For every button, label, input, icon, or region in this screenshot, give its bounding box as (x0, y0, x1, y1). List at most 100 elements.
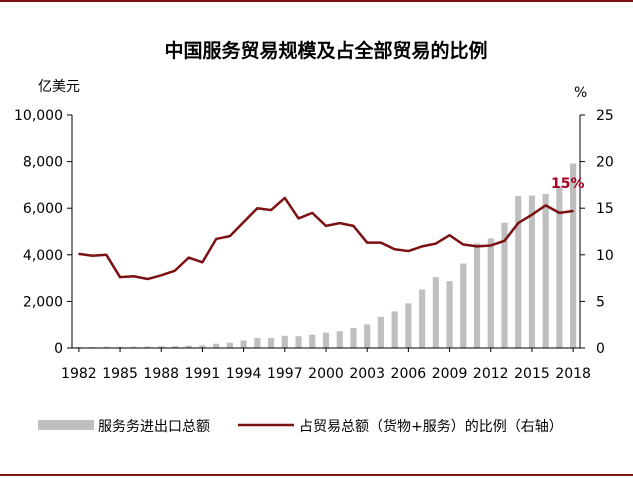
x-axis-tick-label: 1991 (185, 366, 221, 382)
bar-2011 (473, 243, 481, 348)
ratio-point-1986 (132, 275, 135, 278)
ratio-point-2006 (407, 250, 410, 252)
bar-2015 (528, 195, 536, 348)
x-axis-tick-label: 1997 (267, 366, 303, 382)
ratio-point-2003 (366, 241, 368, 244)
ratio-point-2001 (338, 222, 341, 224)
ratio-point-2013 (503, 240, 506, 242)
line-series (78, 196, 574, 281)
bar-1986 (130, 346, 137, 348)
ratio-point-1992 (215, 238, 217, 240)
bar-1996 (267, 337, 275, 348)
bar-2004 (377, 316, 385, 348)
ratio-point-2011 (476, 245, 478, 248)
ratio-point-2016 (544, 204, 547, 207)
x-axis-tick-label: 1985 (102, 366, 138, 382)
ratio-point-2012 (489, 244, 492, 247)
x-axis-tick-label: 2003 (349, 366, 385, 382)
ratio-point-1997 (284, 197, 286, 199)
bar-2002 (350, 328, 357, 348)
bar-1991 (199, 345, 206, 348)
right-axis-tick-label: 10 (596, 248, 614, 264)
bar-2010 (460, 263, 467, 348)
ratio-point-1983 (91, 254, 94, 257)
ratio-point-1996 (270, 209, 272, 211)
x-axis-tick-label: 1988 (143, 366, 179, 382)
bar-2014 (515, 196, 522, 348)
bar-1982 (75, 346, 82, 348)
bar-1997 (281, 335, 288, 348)
chart-title: 中国服务贸易规模及占全部贸易的比例 (164, 39, 487, 62)
x-axis-tick-label: 2006 (391, 366, 427, 382)
right-axis-tick-label: 20 (596, 155, 614, 171)
right-axis-tick-label: 5 (596, 294, 605, 310)
bar-series (75, 163, 577, 348)
ratio-point-2018 (572, 210, 574, 212)
bar-2017 (556, 185, 563, 348)
bar-1995 (254, 337, 261, 348)
ratio-point-1994 (242, 221, 245, 223)
x-axis-tick-label: 2000 (308, 366, 344, 382)
bar-1987 (144, 346, 151, 348)
bar-2005 (391, 311, 398, 348)
bar-2018 (570, 163, 577, 348)
ratio-point-1987 (146, 278, 149, 280)
ratio-point-1998 (297, 217, 300, 220)
ratio-line (78, 196, 574, 281)
ratio-annotation: 15% (551, 176, 585, 192)
legend-bar-label: 服务务进出口总额 (98, 419, 210, 435)
x-axis-tick-label: 1994 (226, 366, 262, 382)
ratio-point-2017 (558, 212, 561, 214)
ratio-point-1988 (160, 274, 163, 277)
ratio-point-2000 (325, 225, 327, 227)
ratio-point-2005 (393, 248, 396, 251)
bar-1993 (226, 342, 233, 348)
right-axis: 0 5 10 15 20 25 (580, 108, 614, 357)
bar-2001 (336, 331, 343, 348)
bar-2016 (542, 193, 549, 348)
ratio-point-2004 (380, 241, 382, 244)
bar-1992 (213, 343, 220, 348)
ratio-point-1984 (105, 254, 108, 256)
x-axis-tick-label: 1982 (61, 366, 97, 382)
legend-bar-swatch (38, 420, 94, 430)
left-axis-tick-label: 8,000 (23, 155, 63, 171)
ratio-point-1991 (201, 261, 204, 264)
ratio-point-1993 (229, 235, 231, 237)
bar-2008 (432, 277, 439, 348)
x-axis-tick-label: 2009 (432, 366, 468, 382)
ratio-point-1999 (311, 212, 314, 214)
ratio-point-1982 (78, 253, 80, 255)
legend-line-label: 占贸易总额（货物+服务）的比例（右轴） (299, 418, 563, 435)
bar-2006 (405, 303, 412, 348)
bar-2000 (322, 332, 330, 348)
right-axis-tick-label: 25 (596, 108, 614, 124)
bar-1990 (185, 345, 192, 348)
ratio-point-2009 (448, 234, 451, 237)
bar-1985 (116, 346, 124, 348)
bar-2003 (364, 324, 371, 348)
right-axis-tick-label: 15 (596, 201, 614, 217)
left-axis-tick-label: 2,000 (23, 294, 63, 310)
bottom-border (0, 474, 633, 476)
ratio-point-2002 (352, 225, 355, 227)
bar-1988 (158, 346, 165, 348)
bar-2013 (501, 222, 508, 348)
right-axis-tick-label: 0 (596, 341, 605, 357)
bar-1998 (295, 336, 302, 348)
ratio-point-2007 (421, 245, 423, 248)
top-border (0, 0, 633, 2)
bar-1994 (240, 340, 247, 348)
legend: 服务务进出口总额 占贸易总额（货物+服务）的比例（右轴） (38, 418, 563, 435)
bar-1999 (309, 334, 316, 348)
x-axis-tick-label: 2012 (473, 366, 509, 382)
bar-1983 (89, 346, 96, 348)
ratio-point-1985 (119, 276, 121, 278)
right-axis-unit: % (574, 85, 587, 101)
bar-2009 (446, 281, 453, 348)
ratio-point-1995 (256, 207, 259, 209)
x-axis-tick-label: 2018 (555, 366, 591, 382)
left-axis-tick-label: 4,000 (23, 248, 63, 264)
